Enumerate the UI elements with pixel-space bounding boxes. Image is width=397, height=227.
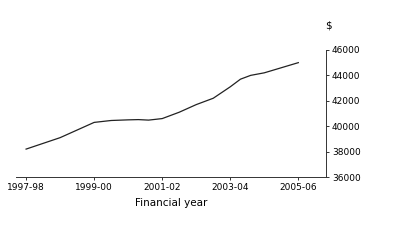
Text: $: $ [326,20,332,30]
X-axis label: Financial year: Financial year [135,198,207,208]
